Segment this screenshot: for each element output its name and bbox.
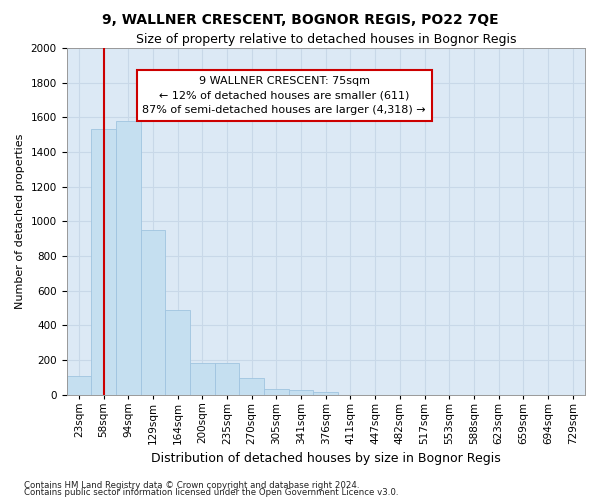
Bar xyxy=(116,121,140,394)
Bar xyxy=(264,388,289,394)
Bar xyxy=(67,376,91,394)
Text: 9 WALLNER CRESCENT: 75sqm
← 12% of detached houses are smaller (611)
87% of semi: 9 WALLNER CRESCENT: 75sqm ← 12% of detac… xyxy=(142,76,426,116)
Text: Contains HM Land Registry data © Crown copyright and database right 2024.: Contains HM Land Registry data © Crown c… xyxy=(24,480,359,490)
Bar xyxy=(140,230,165,394)
Text: 9, WALLNER CRESCENT, BOGNOR REGIS, PO22 7QE: 9, WALLNER CRESCENT, BOGNOR REGIS, PO22 … xyxy=(101,12,499,26)
Bar xyxy=(165,310,190,394)
Text: Contains public sector information licensed under the Open Government Licence v3: Contains public sector information licen… xyxy=(24,488,398,497)
Title: Size of property relative to detached houses in Bognor Regis: Size of property relative to detached ho… xyxy=(136,32,516,46)
Bar xyxy=(190,362,215,394)
Bar xyxy=(239,378,264,394)
Bar xyxy=(313,392,338,394)
Bar xyxy=(289,390,313,394)
Y-axis label: Number of detached properties: Number of detached properties xyxy=(15,134,25,309)
Bar xyxy=(215,362,239,394)
Bar xyxy=(91,130,116,394)
X-axis label: Distribution of detached houses by size in Bognor Regis: Distribution of detached houses by size … xyxy=(151,452,500,465)
